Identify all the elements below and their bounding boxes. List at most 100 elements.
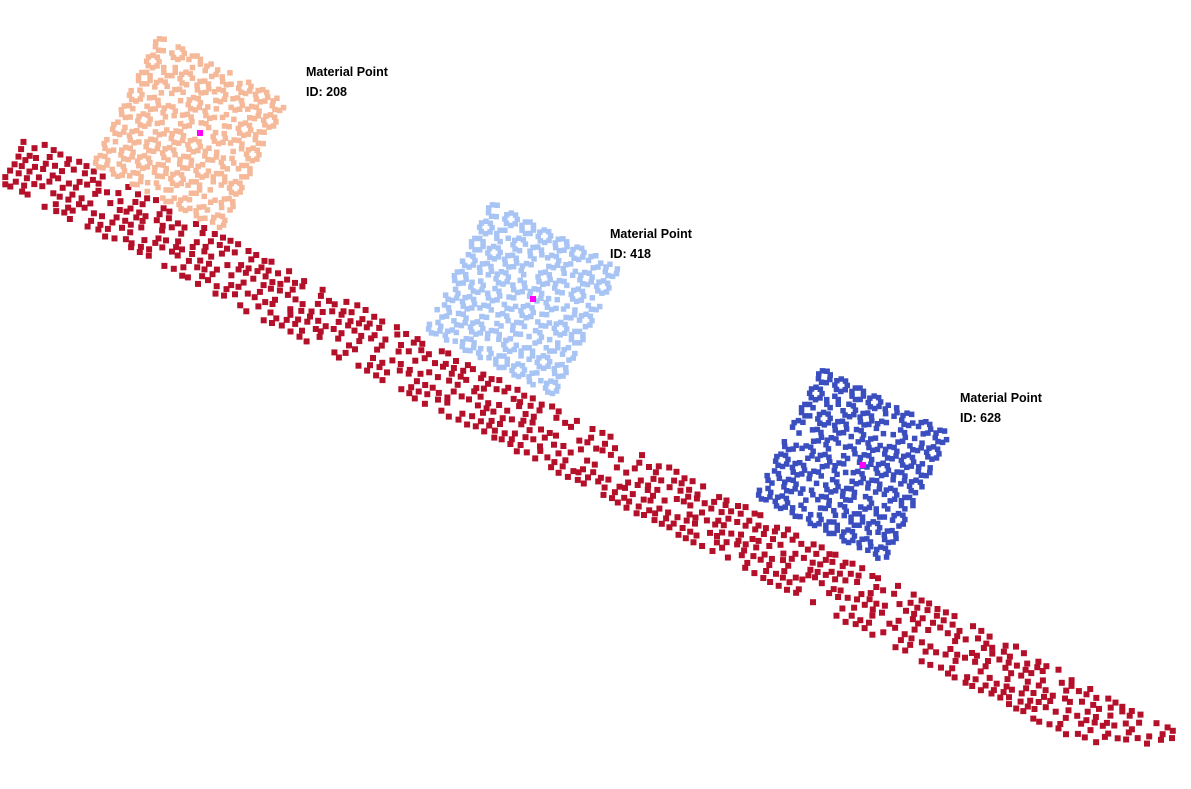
incline-particle	[463, 376, 470, 383]
block-particle	[521, 280, 527, 286]
incline-particle	[724, 554, 731, 561]
block-particle	[552, 244, 559, 251]
block-particle	[160, 110, 166, 116]
block-particle	[544, 380, 550, 387]
incline-particle	[224, 262, 231, 269]
block-particle	[489, 297, 496, 304]
block-particle	[825, 420, 832, 426]
block-particle	[467, 294, 473, 300]
block-particle	[203, 120, 209, 127]
block-particle	[562, 321, 568, 328]
incline-particle	[303, 338, 310, 345]
block-particle	[171, 147, 177, 153]
incline-particle	[847, 570, 854, 577]
block-particle	[218, 170, 225, 177]
block-particle	[901, 429, 908, 436]
block-particle	[242, 90, 249, 97]
incline-particle	[335, 318, 342, 325]
block-particle	[446, 309, 453, 315]
block-particle	[183, 69, 189, 75]
block-particle	[97, 152, 104, 159]
block-particle	[883, 471, 889, 478]
incline-particle	[356, 338, 363, 345]
incline-particle	[970, 623, 976, 630]
block-particle	[800, 462, 807, 469]
block-particle	[823, 442, 829, 448]
block-particle	[887, 498, 893, 504]
incline-particle	[611, 489, 618, 496]
block-particle	[543, 345, 549, 351]
block-particle	[916, 464, 922, 470]
block-particle	[186, 122, 192, 129]
block-particle	[112, 130, 118, 136]
block-particle	[798, 502, 804, 508]
block-particle	[433, 331, 439, 337]
incline-particle	[113, 214, 120, 221]
block-particle	[798, 405, 805, 411]
block-particle	[522, 241, 529, 247]
incline-particle	[261, 257, 268, 264]
incline-particle	[640, 496, 647, 503]
block-particle	[542, 239, 548, 246]
block-particle	[210, 133, 216, 140]
block-particle	[516, 235, 522, 241]
block-particle	[883, 554, 890, 560]
block-particle	[510, 282, 516, 288]
block-particle	[485, 250, 491, 256]
block-particle	[923, 472, 929, 479]
incline-particle	[1119, 703, 1126, 710]
incline-particle	[338, 330, 345, 337]
block-particle	[480, 326, 486, 332]
incline-particle	[551, 459, 558, 466]
block-particle	[868, 436, 874, 442]
block-particle	[529, 305, 535, 311]
block-particle	[100, 165, 106, 171]
block-particle	[595, 264, 601, 270]
block-particle	[893, 453, 899, 459]
block-particle	[881, 514, 888, 520]
block-particle	[489, 202, 496, 208]
incline-particle	[723, 539, 730, 546]
block-particle	[856, 544, 863, 551]
incline-particle	[761, 551, 768, 558]
block-particle	[202, 67, 208, 74]
incline-particle	[658, 520, 665, 527]
block-particle	[886, 443, 893, 450]
block-particle	[521, 345, 528, 351]
block-particle	[869, 477, 875, 483]
block-particle	[175, 56, 181, 63]
block-particle	[551, 370, 558, 377]
incline-particle	[663, 515, 670, 522]
incline-particle	[927, 661, 934, 668]
incline-particle	[532, 455, 539, 462]
block-particle	[496, 288, 502, 294]
block-particle	[851, 489, 858, 496]
incline-particle	[435, 396, 441, 403]
incline-particle	[26, 152, 33, 159]
incline-particle	[1105, 695, 1112, 702]
block-particle	[557, 332, 563, 338]
incline-particle	[723, 497, 730, 504]
block-particle	[923, 419, 929, 425]
block-particle	[539, 252, 545, 258]
block-particle	[249, 157, 256, 164]
material-point-label-628: Material Point ID: 628	[960, 388, 1042, 428]
incline-particle	[481, 428, 488, 435]
incline-particle	[944, 630, 951, 637]
block-particle	[535, 244, 541, 250]
block-particle	[842, 412, 848, 418]
incline-particle	[666, 484, 673, 491]
block-particle	[865, 440, 871, 446]
incline-particle	[269, 301, 276, 307]
incline-particle	[728, 530, 735, 537]
incline-particle	[760, 531, 767, 537]
incline-particle	[15, 170, 22, 177]
block-particle	[593, 253, 599, 259]
incline-particle	[275, 270, 281, 277]
incline-particle	[1079, 698, 1085, 705]
block-particle	[488, 327, 495, 334]
block-particle	[843, 421, 849, 427]
block-particle	[593, 306, 599, 313]
incline-particle	[989, 650, 996, 657]
incline-particle	[179, 246, 185, 253]
